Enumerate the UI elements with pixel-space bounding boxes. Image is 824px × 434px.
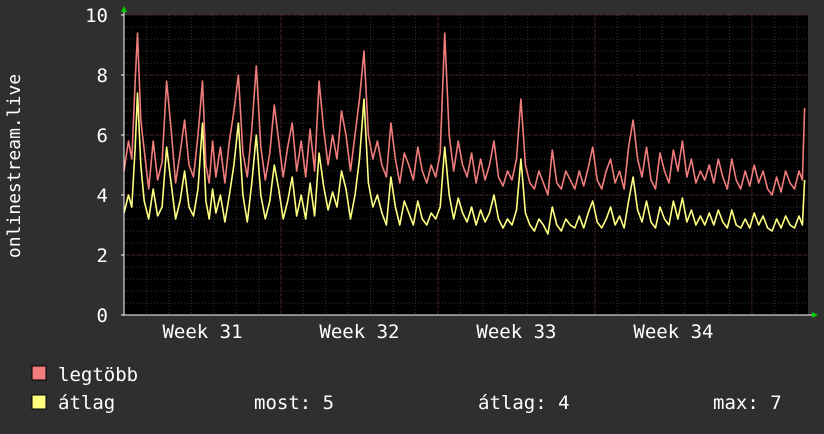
y-tick-label: 10 [85, 5, 108, 27]
y-axis-label: onlinestream.live [4, 74, 25, 258]
legend-label-legtobb: legtöbb [58, 364, 138, 386]
stat-most: most: 5 [254, 392, 334, 414]
y-tick-label: 8 [97, 65, 108, 87]
x-tick-label: Week 31 [162, 321, 242, 343]
y-tick-label: 0 [97, 305, 108, 327]
legend-label-atlag: átlag [58, 392, 115, 414]
legend: legtöbb átlag [31, 364, 138, 414]
y-tick-label: 4 [97, 185, 108, 207]
y-axis-arrow [121, 6, 127, 12]
x-tick-label: Week 32 [319, 321, 399, 343]
series-line-atlag [123, 92, 806, 235]
x-axis-arrow [812, 312, 818, 318]
stat-max: max: 7 [713, 392, 782, 414]
series-line-legtobb [123, 32, 806, 196]
legend-swatch-atlag [31, 394, 47, 410]
stat-atlag: átlag: 4 [478, 392, 570, 414]
y-tick-label: 2 [97, 245, 108, 267]
x-tick-label: Week 34 [633, 321, 713, 343]
x-tick-label: Week 33 [476, 321, 556, 343]
x-tick-labels: Week 31 Week 32 Week 33 Week 34 [162, 321, 713, 343]
legend-swatch-legtobb [31, 365, 47, 381]
y-tick-labels: 0 2 4 6 8 10 [85, 5, 108, 327]
series-layer [123, 32, 806, 235]
plot-background [124, 15, 808, 315]
axis-layer [121, 6, 818, 318]
y-tick-label: 6 [97, 125, 108, 147]
